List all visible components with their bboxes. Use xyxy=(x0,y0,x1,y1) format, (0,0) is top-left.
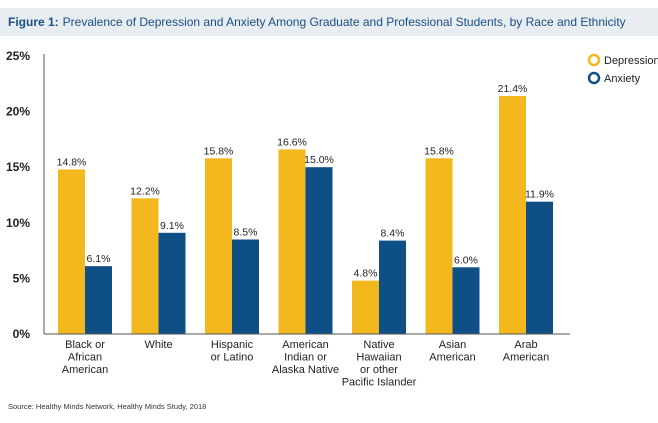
bar-anxiety xyxy=(85,266,112,334)
figure-label: Figure 1: xyxy=(8,15,59,29)
source-note: Source: Healthy Minds Network, Healthy M… xyxy=(8,402,207,411)
x-tick-label: American xyxy=(503,352,549,364)
x-tick-label: or other xyxy=(360,364,398,376)
bar-depression xyxy=(58,169,85,334)
bar-depression xyxy=(425,158,453,334)
data-label: 8.5% xyxy=(234,226,258,238)
bar-depression xyxy=(352,280,379,334)
legend-label-anxiety: Anxiety xyxy=(604,73,641,85)
data-label: 15.8% xyxy=(424,145,454,157)
x-tick-label: American xyxy=(282,339,328,351)
bar-depression xyxy=(278,149,306,334)
x-tick-label: Arab xyxy=(514,339,537,351)
bar-anxiety xyxy=(379,240,406,334)
legend-marker-anxiety xyxy=(587,71,601,85)
x-tick-label: Asian xyxy=(439,339,467,351)
x-tick-label: or Latino xyxy=(211,352,254,364)
x-tick-label: Black or xyxy=(65,339,105,351)
bar-anxiety xyxy=(526,201,553,334)
x-tick-label: Alaska Native xyxy=(272,364,339,376)
data-label: 21.4% xyxy=(498,83,528,95)
x-tick-label: Indian or xyxy=(284,352,327,364)
y-tick-label: 5% xyxy=(13,271,31,285)
y-tick-label: 25% xyxy=(6,49,30,63)
data-label: 15.8% xyxy=(204,145,234,157)
data-label: 4.8% xyxy=(354,268,378,280)
data-label: 8.4% xyxy=(381,228,405,240)
y-tick-label: 15% xyxy=(6,160,30,174)
x-tick-label: American xyxy=(62,364,108,376)
chart-title: Prevalence of Depression and Anxiety Amo… xyxy=(62,15,626,29)
data-label: 6.0% xyxy=(454,254,478,266)
bar-depression xyxy=(499,96,526,334)
chart-title-bar: Figure 1: Prevalence of Depression and A… xyxy=(0,8,658,36)
bar-chart: 0% 5% 10% 15% 20% 25% 14.8% 6.1% Black orAfrican… xyxy=(6,49,658,389)
x-tick-label: American xyxy=(429,352,475,364)
data-label: 15.0% xyxy=(304,154,334,166)
legend-marker-depression xyxy=(587,53,601,67)
y-tick-label: 20% xyxy=(6,105,30,119)
data-label: 14.8% xyxy=(57,156,87,168)
bar-anxiety xyxy=(305,167,333,334)
data-label: 9.1% xyxy=(160,220,184,232)
bar-anxiety xyxy=(232,239,259,334)
data-label: 16.6% xyxy=(277,136,307,148)
legend-label-depression: Depression xyxy=(604,55,658,67)
bar-anxiety xyxy=(452,267,480,334)
x-tick-label: Hispanic xyxy=(211,339,254,351)
x-tick-label: Pacific Islander xyxy=(342,377,417,389)
bar-anxiety xyxy=(158,232,186,334)
bar-depression xyxy=(131,198,159,334)
x-tick-label: White xyxy=(144,339,172,351)
data-label: 12.2% xyxy=(130,185,160,197)
data-label: 6.1% xyxy=(87,253,111,265)
bar-depression xyxy=(205,158,232,334)
x-tick-label: African xyxy=(68,352,102,364)
y-tick-label: 0% xyxy=(13,327,31,341)
x-tick-label: Hawaiian xyxy=(356,352,401,364)
data-label: 11.9% xyxy=(525,189,554,201)
y-tick-label: 10% xyxy=(6,216,30,230)
x-tick-label: Native xyxy=(363,339,394,351)
